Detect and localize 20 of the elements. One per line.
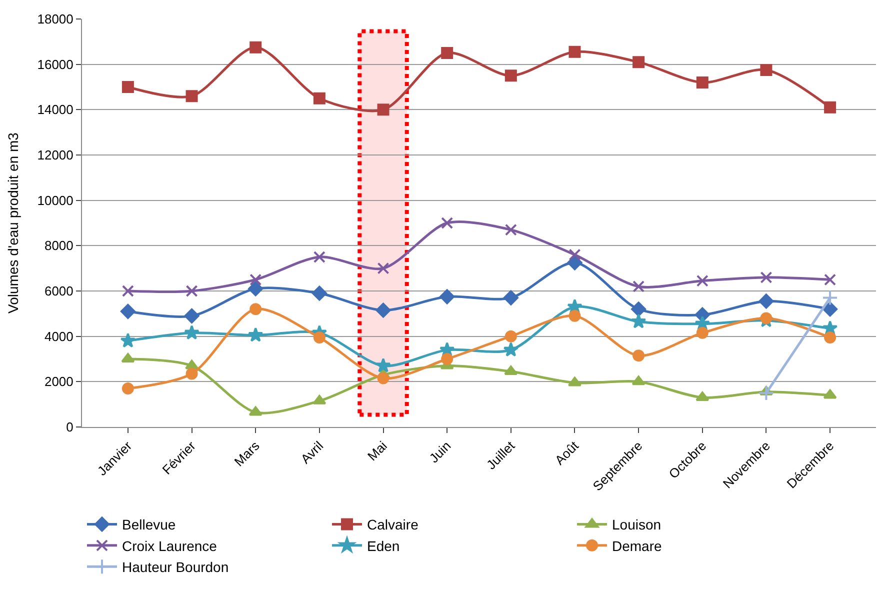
y-tick-label: 0 [66,420,74,435]
legend-label: Bellevue [122,516,176,533]
y-axis-title: Volumes d'eau produit en m3 [4,132,21,314]
y-tick-label: 4000 [44,328,74,344]
y-tick-label: 16000 [37,56,74,72]
y-tick-label: 10000 [37,192,74,208]
y-tick-label: 2000 [44,374,74,390]
y-tick-label: 12000 [37,148,74,163]
legend-label: Louison [612,516,662,533]
x-tick-label: Juin [426,438,454,466]
y-tick-label: 8000 [44,238,74,254]
legend-label: Hauteur Bourdon [122,559,229,576]
legend-label: Demare [612,538,662,554]
x-tick-label: Mai [364,438,390,464]
legend-label: Eden [367,538,400,554]
y-tick-label: 6000 [44,284,74,299]
y-tick-label: 14000 [37,102,74,118]
y-tick-label: 18000 [37,12,74,27]
legend-label: Croix Laurence [122,538,218,554]
legend-label: Calvaire [367,516,419,533]
